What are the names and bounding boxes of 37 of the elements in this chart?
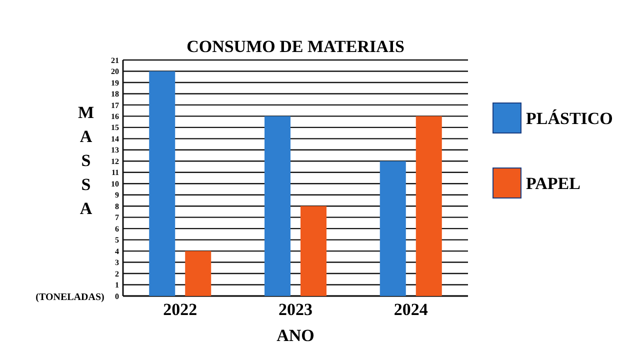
y-tick-label: 16 xyxy=(111,112,119,121)
x-axis-title: ANO xyxy=(276,326,314,345)
y-tick-label: 7 xyxy=(115,213,119,222)
y-tick-label: 20 xyxy=(111,67,119,76)
x-tick-label: 2024 xyxy=(394,300,428,319)
bar xyxy=(149,71,176,296)
bar xyxy=(380,161,406,296)
y-tick-label: 9 xyxy=(115,190,119,200)
bar xyxy=(300,206,326,296)
y-tick-label: 2 xyxy=(115,269,119,278)
y-tick-label: 17 xyxy=(111,100,119,110)
y-tick-label: 10 xyxy=(111,179,119,188)
legend-label: PAPEL xyxy=(526,174,580,193)
y-tick-label: 19 xyxy=(111,78,119,88)
y-axis-title: MASSA xyxy=(78,103,94,218)
y-tick-label: 21 xyxy=(111,56,119,65)
legend-label: PLÁSTICO xyxy=(526,108,613,128)
y-tick-label: 13 xyxy=(111,146,119,155)
y-tick-label: 11 xyxy=(111,168,119,178)
y-tick-label: 12 xyxy=(111,156,119,166)
bar xyxy=(185,251,212,296)
text: (TONELADAS) xyxy=(36,292,104,303)
bar xyxy=(264,116,290,296)
bar xyxy=(416,116,442,296)
y-tick-label: 14 xyxy=(111,134,119,144)
x-tick-label: 2023 xyxy=(278,300,312,319)
y-tick-label: 1 xyxy=(115,280,119,290)
y-tick-label: 5 xyxy=(115,236,119,245)
y-tick-label: 4 xyxy=(115,246,119,256)
y-tick-label: 15 xyxy=(111,123,119,132)
y-tick-label: 8 xyxy=(115,202,119,211)
y-tick-label: 6 xyxy=(115,224,119,234)
x-tick-label: 2022 xyxy=(163,300,198,319)
y-tick-label: 0 xyxy=(115,292,119,301)
chart-title: CONSUMO DE MATERIAIS xyxy=(186,37,404,56)
y-tick-label: 18 xyxy=(111,90,119,99)
y-tick-label: 3 xyxy=(115,258,119,268)
